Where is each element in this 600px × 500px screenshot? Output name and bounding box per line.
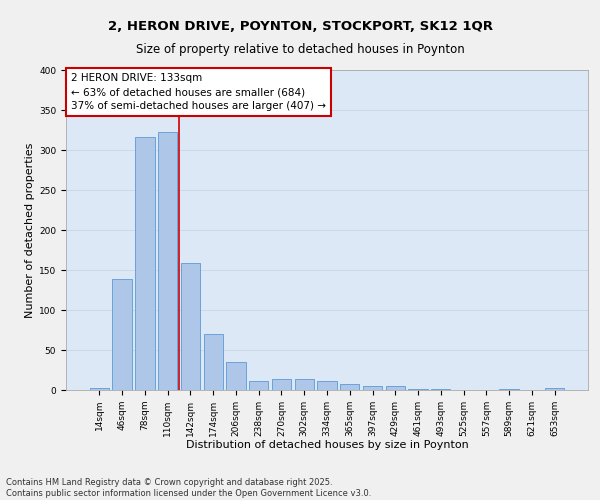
Bar xyxy=(340,384,359,390)
Bar xyxy=(135,137,155,390)
Bar xyxy=(158,132,178,390)
Bar xyxy=(90,388,109,390)
Bar xyxy=(181,263,200,390)
Bar xyxy=(272,379,291,390)
Bar xyxy=(295,379,314,390)
Bar xyxy=(409,389,428,390)
Text: 2 HERON DRIVE: 133sqm
← 63% of detached houses are smaller (684)
37% of semi-det: 2 HERON DRIVE: 133sqm ← 63% of detached … xyxy=(71,73,326,111)
Bar xyxy=(386,386,405,390)
Bar xyxy=(499,389,519,390)
Bar xyxy=(431,389,451,390)
Bar xyxy=(226,362,245,390)
Text: Size of property relative to detached houses in Poynton: Size of property relative to detached ho… xyxy=(136,42,464,56)
Bar xyxy=(203,334,223,390)
Bar xyxy=(545,388,564,390)
Bar xyxy=(363,386,382,390)
Bar xyxy=(317,381,337,390)
X-axis label: Distribution of detached houses by size in Poynton: Distribution of detached houses by size … xyxy=(185,440,469,450)
Bar xyxy=(249,381,268,390)
Text: Contains HM Land Registry data © Crown copyright and database right 2025.
Contai: Contains HM Land Registry data © Crown c… xyxy=(6,478,371,498)
Bar xyxy=(112,279,132,390)
Y-axis label: Number of detached properties: Number of detached properties xyxy=(25,142,35,318)
Text: 2, HERON DRIVE, POYNTON, STOCKPORT, SK12 1QR: 2, HERON DRIVE, POYNTON, STOCKPORT, SK12… xyxy=(107,20,493,33)
